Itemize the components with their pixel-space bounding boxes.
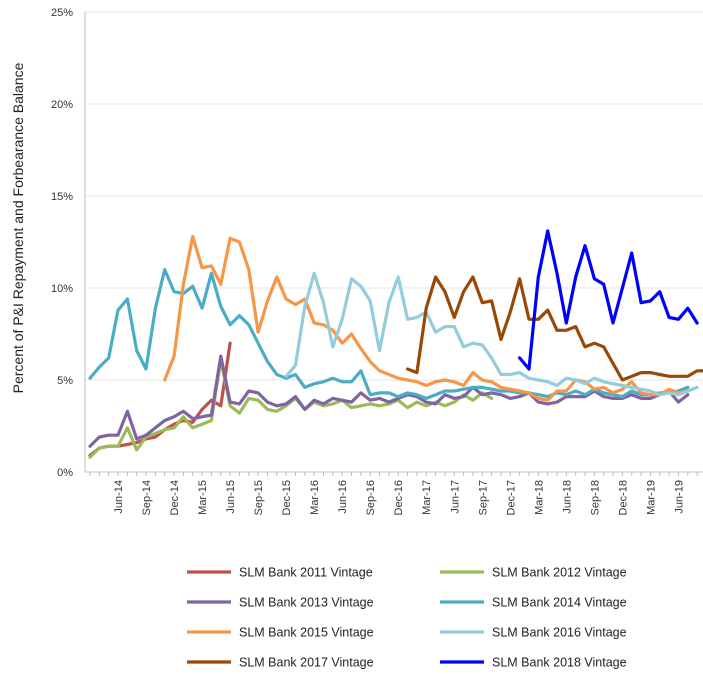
x-tick-label: Jun-17	[449, 480, 461, 514]
x-tick-label: Dec-15	[281, 480, 293, 515]
y-tick-label: 10%	[51, 283, 73, 295]
x-tick-label: Mar-17	[421, 480, 433, 515]
series-lines	[88, 229, 703, 459]
x-tick-label: Jun-16	[337, 480, 349, 514]
legend-item: SLM Bank 2014 Vintage	[440, 596, 627, 610]
legend-label: SLM Bank 2011 Vintage	[239, 566, 373, 580]
legend-item: SLM Bank 2017 Vintage	[187, 656, 374, 670]
legend-item: SLM Bank 2013 Vintage	[187, 596, 374, 610]
series-line-6	[406, 275, 703, 382]
series-line-3	[88, 268, 690, 400]
legend-label: SLM Bank 2013 Vintage	[239, 596, 374, 610]
x-tick-label: Dec-14	[169, 480, 181, 515]
axes	[84, 12, 703, 476]
x-tick-label: Jun-18	[561, 480, 573, 514]
x-tick-label: Jun-19	[673, 480, 685, 514]
legend-label: SLM Bank 2014 Vintage	[492, 596, 627, 610]
legend-label: SLM Bank 2012 Vintage	[492, 566, 627, 580]
y-tick-label: 20%	[51, 99, 73, 111]
x-tick-label: Jun-15	[225, 480, 237, 514]
x-tick-label: Dec-16	[393, 480, 405, 515]
y-axis-title: Percent of P&I Repayment and Forbearance…	[10, 62, 26, 393]
x-tick-label: Sep-15	[253, 480, 265, 515]
legend-label: SLM Bank 2015 Vintage	[239, 626, 374, 640]
y-tick-label: 25%	[51, 7, 73, 19]
x-tick-labels: Jun-14 Sep-14 Dec-14 Mar-15 Jun-15 Sep-15 Dec-…	[113, 480, 685, 515]
series-line-4	[163, 234, 690, 402]
legend-item: SLM Bank 2015 Vintage	[187, 626, 374, 640]
y-tick-label: 15%	[51, 191, 73, 203]
x-tick-label: Sep-17	[477, 480, 489, 515]
legend-label: SLM Bank 2018 Vintage	[492, 656, 627, 670]
legend-label: SLM Bank 2016 Vintage	[492, 626, 627, 640]
series-line-2	[88, 354, 690, 448]
series-line-0	[88, 341, 232, 457]
legend-item: SLM Bank 2011 Vintage	[187, 566, 373, 580]
x-tick-label: Dec-17	[505, 480, 517, 515]
x-tick-label: Mar-18	[533, 480, 545, 515]
y-tick-label: 5%	[57, 375, 73, 387]
y-tick-label: 0%	[57, 467, 73, 479]
x-tick-label: Sep-18	[589, 480, 601, 515]
x-tick-label: Sep-16	[365, 480, 377, 515]
legend-item: SLM Bank 2016 Vintage	[440, 626, 627, 640]
y-tick-labels: 0% 5% 10% 15% 20% 25%	[51, 7, 73, 479]
x-tick-label: Mar-16	[309, 480, 321, 515]
legend-label: SLM Bank 2017 Vintage	[239, 656, 374, 670]
x-tick-label: Mar-19	[645, 480, 657, 515]
x-tick-label: Jun-14	[113, 480, 125, 514]
legend: SLM Bank 2011 Vintage SLM Bank 2012 Vinta…	[187, 566, 627, 670]
x-tick-label: Sep-14	[141, 480, 153, 515]
legend-item: SLM Bank 2012 Vintage	[440, 566, 627, 580]
x-tick-label: Dec-18	[617, 480, 629, 515]
legend-item: SLM Bank 2018 Vintage	[440, 656, 627, 670]
series-line-5	[284, 271, 699, 397]
x-tick-label: Mar-15	[197, 480, 209, 515]
series-line-1	[88, 358, 494, 459]
series-line-7	[517, 229, 699, 371]
